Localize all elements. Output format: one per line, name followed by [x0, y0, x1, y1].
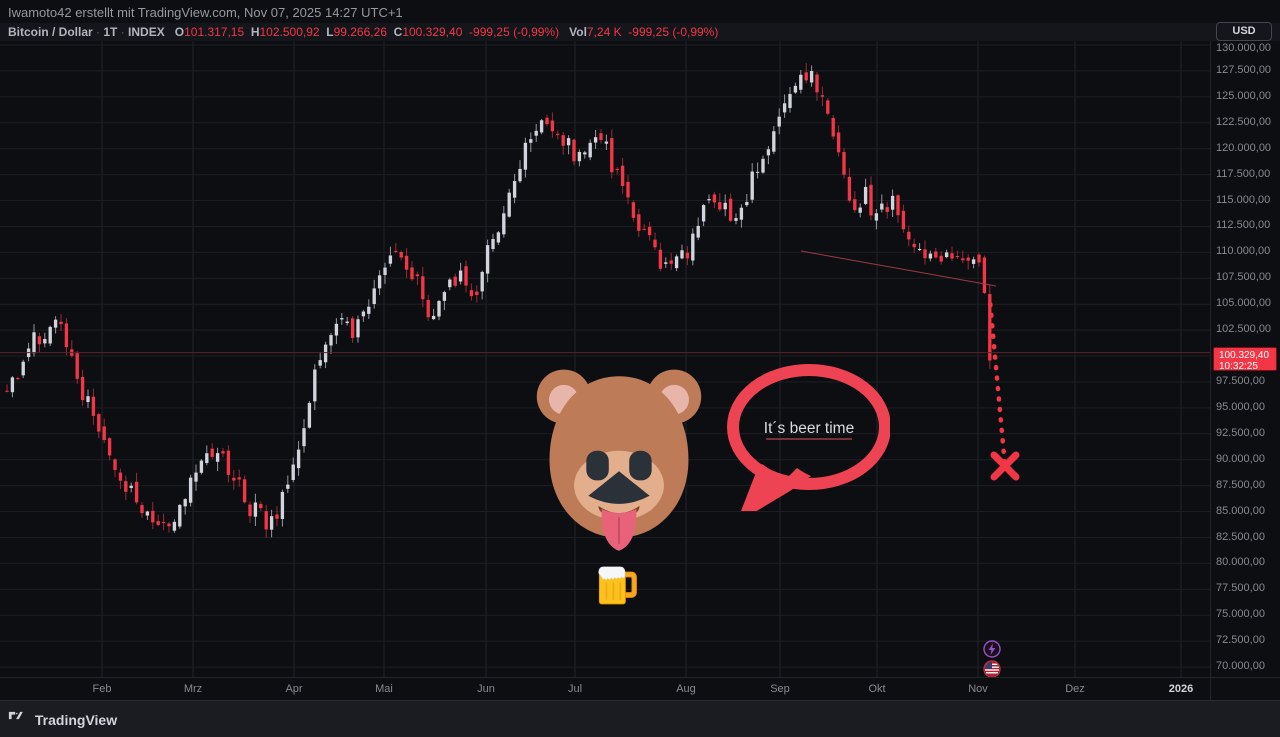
svg-text:It´s beer time: It´s beer time: [764, 420, 854, 437]
